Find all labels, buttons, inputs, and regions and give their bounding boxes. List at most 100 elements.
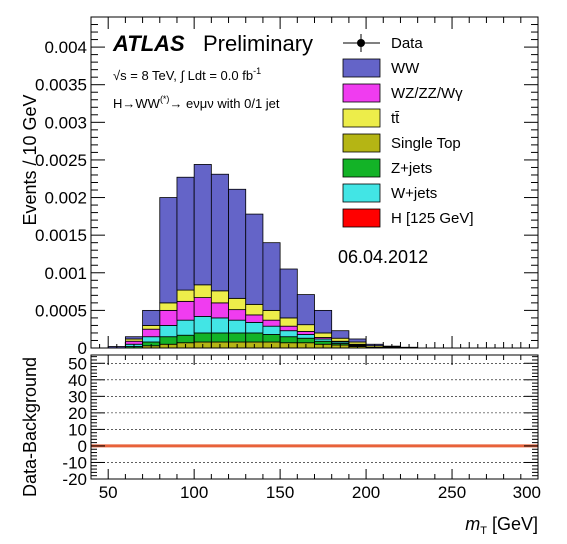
legend-label: WW [391, 60, 420, 77]
bar-1-5 [176, 334, 195, 344]
bar-4-4 [159, 302, 178, 311]
legend-marker [357, 39, 365, 47]
bar-4-10 [262, 309, 281, 321]
bar-3-9 [245, 314, 264, 323]
bar-4-7 [210, 290, 229, 304]
legend-item: tt̄ [342, 108, 400, 128]
ratio-ytick-label: -20 [62, 470, 87, 489]
main-ytick-label: 0.0025 [35, 151, 87, 170]
legend-label: Data [391, 35, 423, 52]
bar-3-11 [279, 325, 298, 332]
x-tick-label: 300 [513, 483, 541, 502]
bar-2-5 [176, 319, 195, 336]
bar-5-4 [159, 197, 178, 304]
x-tick-label: 150 [266, 483, 294, 502]
bar-1-9 [245, 332, 264, 343]
bar-5-12 [296, 294, 315, 326]
bar-2-8 [228, 319, 247, 334]
bar-2-4 [159, 325, 178, 338]
main-ytick-label: 0.003 [44, 113, 87, 132]
main-ytick-label: 0.0035 [35, 76, 87, 95]
bar-3-4 [159, 309, 178, 326]
x-axis-title: mT [GeV] [465, 514, 538, 537]
ratio-ytick-label: 20 [68, 404, 87, 423]
ratio-ytick-label: -10 [62, 453, 87, 472]
x-axis-title-sub: T [480, 525, 487, 537]
main-ytick-label: 0.001 [44, 264, 87, 283]
legend-label: H [125 GeV] [391, 210, 474, 227]
bar-5-13 [314, 309, 333, 334]
legend-swatch [342, 158, 381, 178]
channel-text: H→WW [113, 96, 161, 111]
legend-label: tt̄ [391, 110, 400, 127]
x-axis-title-main: m [465, 514, 480, 534]
bar-1-8 [228, 332, 247, 343]
legend-swatch [342, 58, 381, 78]
channel-info: H→WW(*)→ eνμν with 0/1 jet [113, 94, 280, 111]
main-ytick-label: 0 [78, 339, 87, 358]
legend-item: Single Top [342, 133, 461, 153]
atlas-label: ATLAS [112, 31, 185, 56]
bar-3-7 [210, 302, 229, 319]
bar-5-2 [124, 336, 143, 340]
bar-5-8 [228, 188, 247, 299]
bar-5-3 [142, 309, 161, 326]
preliminary-label: Preliminary [203, 31, 313, 56]
bar-5-5 [176, 176, 195, 291]
bar-1-11 [279, 336, 298, 344]
legend-label: Single Top [391, 135, 461, 152]
bar-3-2 [124, 340, 143, 345]
bar-2-11 [279, 330, 298, 338]
channel-suffix: → eνμν with 0/1 jet [169, 96, 279, 111]
bar-5-10 [262, 242, 281, 311]
bar-1-10 [262, 334, 281, 343]
bar-4-12 [296, 324, 315, 332]
bar-2-6 [193, 316, 212, 334]
ratio-ytick-label: 30 [68, 387, 87, 406]
channel-superscript: (*) [160, 94, 170, 104]
energy-superscript: -1 [253, 66, 261, 76]
bar-5-14 [331, 330, 350, 339]
bar-1-7 [210, 332, 229, 343]
bar-3-6 [193, 297, 212, 317]
legend-label: WZ/ZZ/Wγ [391, 85, 463, 102]
ratio-ytick-label: 0 [78, 437, 87, 456]
legend-swatch [342, 133, 381, 153]
legend-item: Data [343, 34, 423, 52]
bar-2-12 [296, 334, 315, 339]
legend-item: H [125 GeV] [342, 208, 474, 228]
x-axis-title-unit: [GeV] [487, 514, 538, 534]
ratio-ytick-label: 10 [68, 420, 87, 439]
legend-label: W+jets [391, 185, 437, 202]
legend-swatch [342, 108, 381, 128]
bar-4-14 [331, 337, 350, 342]
bar-2-7 [210, 317, 229, 334]
bar-5-7 [210, 173, 229, 292]
bar-4-3 [142, 325, 161, 330]
bar-2-3 [142, 336, 161, 343]
energy-text: √s = 8 TeV, ∫ Ldt = 0.0 fb [113, 68, 253, 83]
legend-item: WZ/ZZ/Wγ [342, 83, 463, 103]
x-tick-label: 250 [438, 483, 466, 502]
bar-1-6 [193, 332, 212, 343]
bar-3-12 [296, 331, 315, 335]
legend-item: Z+jets [342, 158, 432, 178]
legend-swatch [342, 183, 381, 203]
ratio-y-axis-title: Data-Background [20, 357, 40, 497]
bar-1-12 [296, 337, 315, 344]
ratio-ytick-label: 40 [68, 371, 87, 390]
ratio-ytick-label: 50 [68, 354, 87, 373]
bar-4-6 [193, 284, 212, 298]
legend-item: W+jets [342, 183, 437, 203]
legend-swatch [342, 208, 381, 228]
bar-1-13 [314, 340, 333, 345]
main-ytick-label: 0.0015 [35, 226, 87, 245]
bar-4-8 [228, 297, 247, 311]
main-y-axis-title: Events / 10 GeV [20, 94, 40, 225]
bar-3-10 [262, 319, 281, 327]
x-tick-label: 200 [352, 483, 380, 502]
legend-swatch [342, 83, 381, 103]
